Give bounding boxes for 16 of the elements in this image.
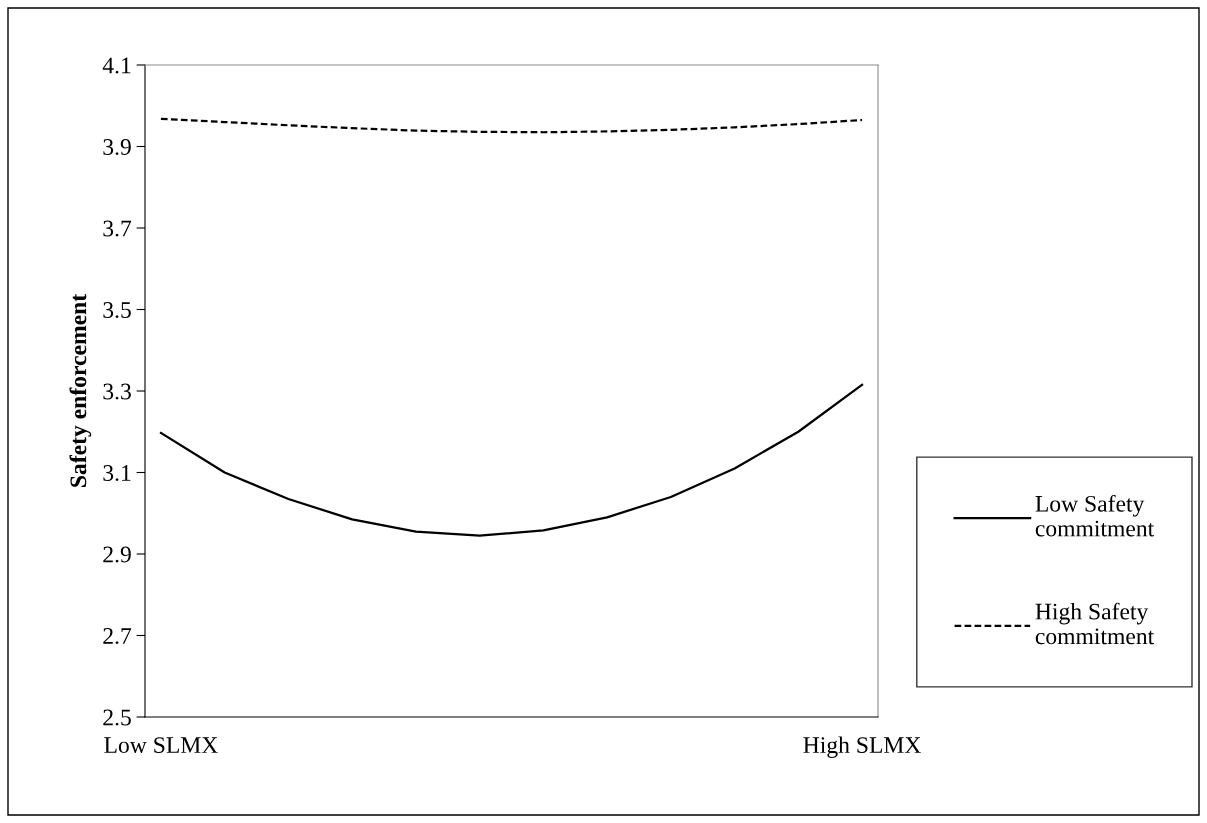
y-tick-label: 4.1 [102, 57, 131, 74]
y-tick-label: 3.9 [103, 139, 131, 156]
y-tick-label: 2.5 [103, 709, 131, 726]
y-tick-label: 3.1 [103, 465, 131, 482]
x-tick-label: Low SLMX [104, 737, 218, 754]
y-tick-label: 3.7 [103, 220, 132, 237]
x-tick-label: High SLMX [803, 736, 921, 758]
y-tick-label: 2.9 [103, 546, 131, 563]
line-series [159, 383, 864, 537]
line-series [159, 117, 864, 134]
legend-label: Low Safety commitment [1035, 494, 1155, 537]
y-tick-label: 3.5 [103, 302, 131, 319]
legend-label: High Safety commitment [1035, 602, 1155, 645]
y-tick-label: 2.7 [103, 628, 132, 645]
y-axis-title: Safety enforcement [69, 293, 92, 487]
y-tick-label: 3.3 [103, 383, 131, 400]
